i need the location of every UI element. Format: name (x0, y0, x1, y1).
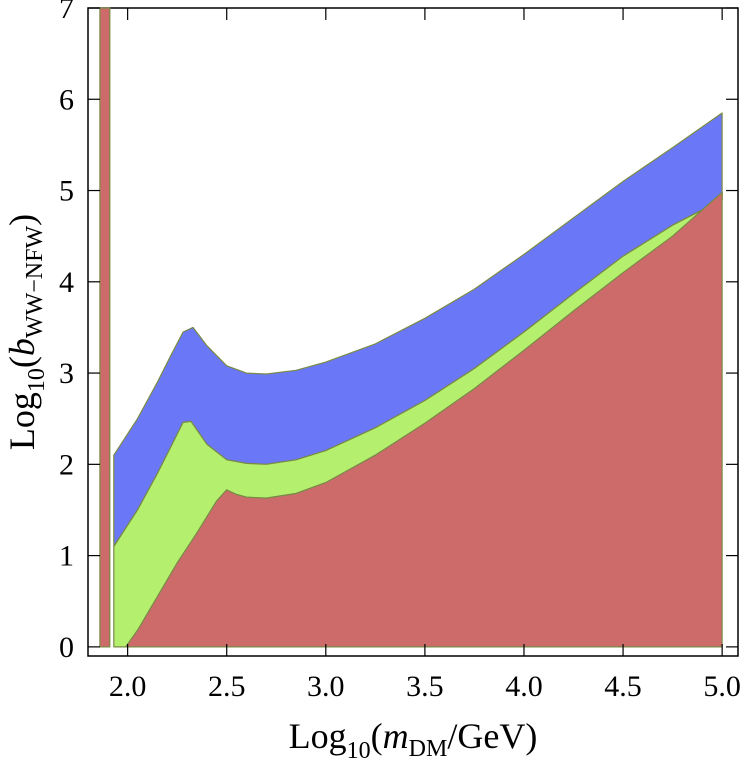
y-tick-label: 0 (59, 631, 74, 664)
y-tick-label: 4 (59, 266, 74, 299)
y-ticks: 0 1 2 3 4 5 6 7 (59, 0, 738, 664)
y-tick-label: 3 (59, 357, 74, 390)
x-tick-label: 2.0 (109, 670, 147, 703)
x-axis-label: Log10(mDM/GeV) (289, 716, 538, 764)
x-tick-label: 5.0 (703, 670, 741, 703)
x-tick-label: 4.5 (604, 670, 642, 703)
lower-region (125, 191, 723, 648)
regions-layer (99, 7, 723, 648)
x-tick-label: 3.5 (406, 670, 444, 703)
y-tick-label: 5 (59, 175, 74, 208)
y-tick-label: 1 (59, 540, 74, 573)
x-tick-label: 4.0 (505, 670, 543, 703)
y-axis-label: Log10(bWW−NFW) (2, 214, 50, 450)
x-tick-label: 2.5 (208, 670, 246, 703)
y-tick-label: 2 (59, 448, 74, 481)
vertical-strip (99, 7, 111, 648)
plot-frame (87, 7, 739, 657)
x-tick-label: 3.0 (307, 670, 345, 703)
y-tick-label: 7 (59, 0, 74, 25)
y-tick-label: 6 (59, 83, 74, 116)
x-ticks: 2.0 2.5 3.0 3.5 4.0 4.5 5.0 (109, 8, 741, 703)
